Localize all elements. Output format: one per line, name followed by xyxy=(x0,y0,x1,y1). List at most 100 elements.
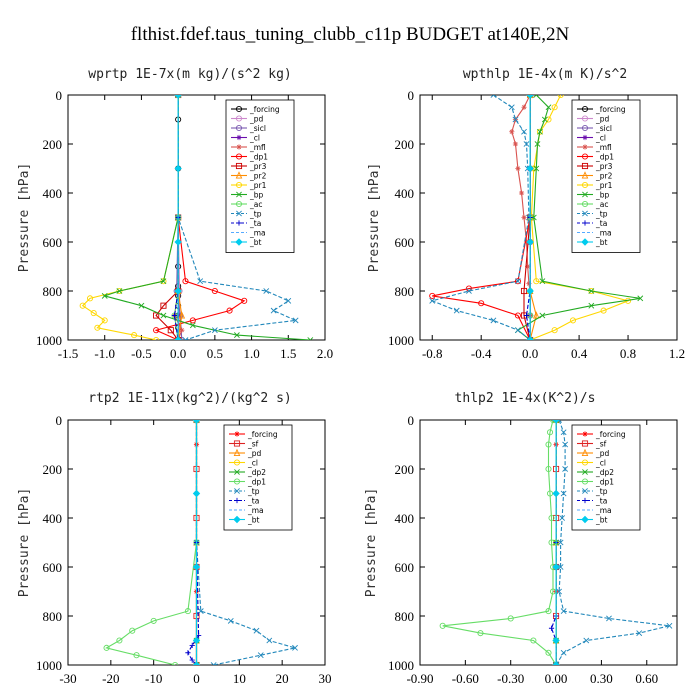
data-point-tp xyxy=(560,608,567,615)
data-point-tp xyxy=(211,327,218,334)
data-point-tp xyxy=(560,429,567,436)
y-axis-label: Pressure [hPa] xyxy=(17,163,32,273)
data-point-dp1 xyxy=(116,637,123,644)
legend-label: _tp xyxy=(595,487,608,496)
panel-wpthlp: wpthlp 1E-4x(m K)/s^2 Pressure [hPa] -0.8 -… xyxy=(367,67,685,361)
x-tick-label: -0.30 xyxy=(497,671,524,686)
legend-marker xyxy=(581,200,589,208)
data-point-bt xyxy=(526,287,534,295)
plot-frame xyxy=(419,419,678,666)
x-tick-label: -0.4 xyxy=(471,346,492,361)
legend-marker xyxy=(234,497,240,504)
data-point-tp xyxy=(263,288,270,294)
data-point-bp xyxy=(539,278,546,285)
panel-title: wpthlp 1E-4x(m K)/s^2 xyxy=(463,67,627,82)
data-point-tp xyxy=(606,615,612,622)
data-point-tp xyxy=(292,644,298,651)
y-tick-label: 200 xyxy=(43,462,63,477)
legend-label: _dp1 xyxy=(249,152,268,161)
x-tick-label: 0.0 xyxy=(170,346,186,361)
data-point-bt xyxy=(552,563,560,571)
legend: _forcing_pd_sicl_cl_mfl_dp1_pr3_pr2_pr1_… xyxy=(571,99,641,253)
data-point-bt xyxy=(174,164,182,173)
data-point-dp1 xyxy=(549,420,557,424)
y-tick-label: 0 xyxy=(56,413,63,428)
data-point-bt xyxy=(192,661,201,665)
data-point-bp xyxy=(138,302,145,309)
data-point-bt xyxy=(192,563,201,571)
legend-label: _sicl xyxy=(249,124,266,133)
data-point-bp xyxy=(533,95,540,98)
legend-label: _cl xyxy=(247,458,258,467)
data-point-dp1 xyxy=(530,637,537,644)
legend-marker xyxy=(582,134,588,141)
legend-marker xyxy=(581,459,589,466)
y-tick-label: 200 xyxy=(395,137,415,152)
legend-marker xyxy=(234,431,240,437)
y-tick-label: 200 xyxy=(43,137,63,152)
data-point-pr1 xyxy=(600,307,607,314)
x-tick-label: 0.5 xyxy=(207,346,223,361)
x-tick-label: -30 xyxy=(59,671,76,686)
legend-label: _sf xyxy=(247,439,259,448)
y-tick-label: 1000 xyxy=(388,333,414,348)
legend-marker xyxy=(235,115,243,122)
data-point-pr1 xyxy=(116,287,123,295)
data-point-dp1 xyxy=(133,652,140,659)
data-point-tp xyxy=(466,288,472,294)
y-tick-label: 800 xyxy=(43,609,63,624)
data-point-pr2 xyxy=(178,311,186,319)
data-point-tp xyxy=(182,337,189,340)
legend-marker xyxy=(582,144,588,150)
legend-box xyxy=(223,424,293,531)
legend-label: _cl xyxy=(249,133,260,142)
data-point-pr1 xyxy=(94,324,101,331)
x-tick-label: -0.8 xyxy=(422,346,443,361)
data-point-bp xyxy=(534,141,541,147)
data-point-bp xyxy=(160,312,167,319)
panel-title: rtp2 1E-11x(kg^2)/(kg^2 s) xyxy=(88,391,292,406)
data-point-dp1 xyxy=(129,627,136,634)
x-tick-label: -1.0 xyxy=(94,346,115,361)
data-point-dp1 xyxy=(184,608,191,615)
legend-marker xyxy=(235,105,243,113)
data-point-tp xyxy=(266,637,273,644)
series-line-tp xyxy=(555,420,670,665)
data-point-tp xyxy=(227,617,234,624)
panel-thlp2: thlp2 1E-4x(K^2)/s Pressure [hPa] -0.90 -0.… xyxy=(364,391,678,686)
data-point-mfl xyxy=(525,263,531,270)
data-point-dp1 xyxy=(103,644,110,651)
legend-marker xyxy=(233,440,241,447)
data-point-bt xyxy=(526,164,534,173)
series-line-dp1 xyxy=(154,95,246,340)
data-point-bt xyxy=(174,238,182,246)
legend-label: _forcing xyxy=(595,105,626,114)
data-point-bp xyxy=(539,312,546,319)
legend-label: _ta xyxy=(249,219,261,228)
series-line-tp xyxy=(177,95,298,340)
series-group xyxy=(79,95,314,340)
legend-marker xyxy=(581,162,589,170)
data-point-bp xyxy=(537,128,543,135)
legend-marker xyxy=(236,220,242,226)
legend-marker xyxy=(236,210,242,217)
legend-label: _pr2 xyxy=(249,171,267,180)
legend-marker xyxy=(236,134,242,141)
data-point-pr1 xyxy=(86,295,94,302)
data-point-bt xyxy=(526,238,534,246)
data-point-dp1 xyxy=(514,278,521,285)
series-line-dp1 xyxy=(432,95,531,340)
legend: _forcing_sf_pd_cl_dp2_dp1_tp_ta_ma_bt xyxy=(571,424,641,531)
data-point-tp xyxy=(562,441,569,448)
y-tick-label: 600 xyxy=(43,235,63,250)
data-point-tp xyxy=(490,95,497,98)
data-point-pr1 xyxy=(101,317,108,324)
data-point-bp xyxy=(101,292,108,299)
data-point-mfl xyxy=(515,165,521,172)
data-point-ta xyxy=(548,625,555,631)
x-tick-label: -0.5 xyxy=(131,346,152,361)
data-point-bt xyxy=(552,489,560,498)
data-point-mfl xyxy=(526,281,532,287)
legend-label: _pr2 xyxy=(595,171,613,180)
legend-marker xyxy=(236,144,242,150)
